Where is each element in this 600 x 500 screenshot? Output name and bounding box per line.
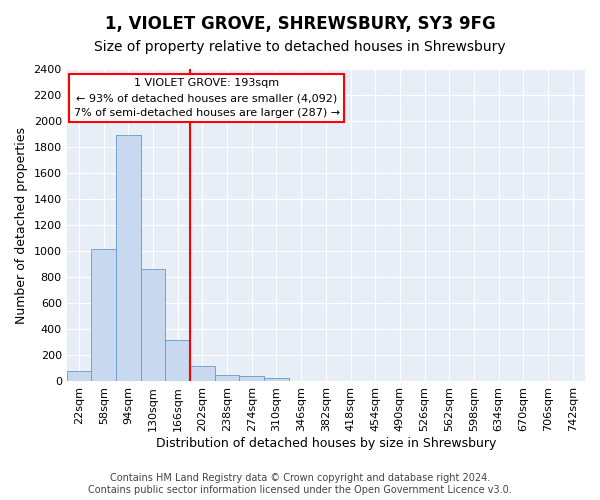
Text: 1, VIOLET GROVE, SHREWSBURY, SY3 9FG: 1, VIOLET GROVE, SHREWSBURY, SY3 9FG <box>104 15 496 33</box>
Text: Contains HM Land Registry data © Crown copyright and database right 2024.
Contai: Contains HM Land Registry data © Crown c… <box>88 474 512 495</box>
Bar <box>264 378 289 382</box>
Bar <box>67 371 91 382</box>
Bar <box>215 375 239 382</box>
Y-axis label: Number of detached properties: Number of detached properties <box>15 126 28 324</box>
Bar <box>116 136 141 382</box>
Bar <box>239 376 264 382</box>
Bar <box>91 248 116 382</box>
Text: Size of property relative to detached houses in Shrewsbury: Size of property relative to detached ho… <box>94 40 506 54</box>
X-axis label: Distribution of detached houses by size in Shrewsbury: Distribution of detached houses by size … <box>155 437 496 450</box>
Bar <box>166 340 190 382</box>
Bar <box>141 270 166 382</box>
Bar <box>190 366 215 382</box>
Text: 1 VIOLET GROVE: 193sqm
← 93% of detached houses are smaller (4,092)
7% of semi-d: 1 VIOLET GROVE: 193sqm ← 93% of detached… <box>74 78 340 118</box>
